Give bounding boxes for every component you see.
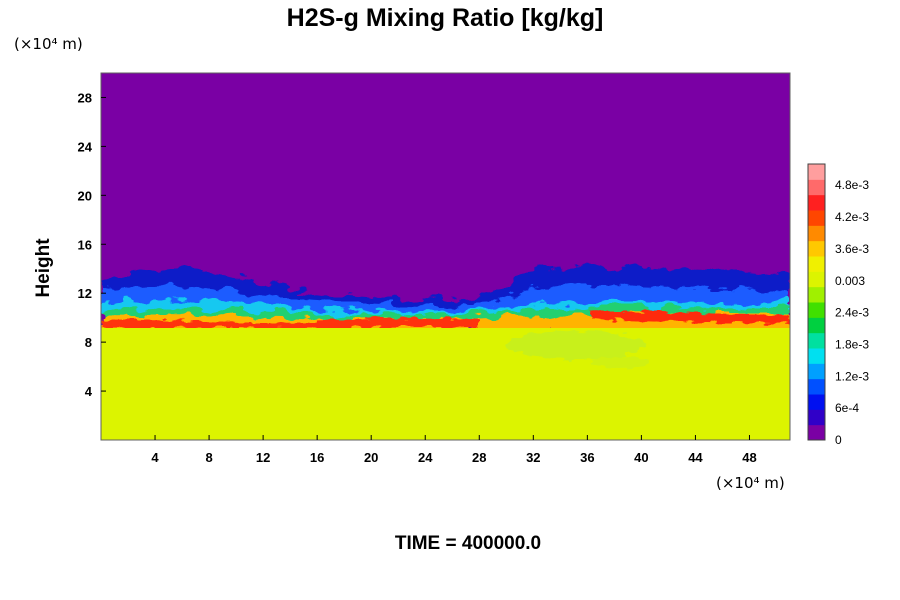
colorbar-segment <box>808 348 825 364</box>
colorbar-frame <box>807 163 826 441</box>
y-tick-label: 16 <box>78 237 92 252</box>
colorbar-segment <box>808 424 825 441</box>
colorbar-tick-label: 4.8e-3 <box>835 178 869 192</box>
y-tick-label: 20 <box>78 188 92 203</box>
colorbar-segment <box>808 286 825 303</box>
colorbar-tick-label: 2.4e-3 <box>835 306 869 320</box>
x-tick-label: 40 <box>634 450 648 465</box>
y-axis-ticks: 4 8 12 16 20 24 28 <box>78 90 106 399</box>
colorbar-tick-label: 4.2e-3 <box>835 210 869 224</box>
colorbar-segment <box>808 271 825 288</box>
field-red-streaks <box>101 311 790 329</box>
y-tick-label: 12 <box>78 286 92 301</box>
field-lower-layer <box>101 328 790 440</box>
colorbar-segment <box>808 179 825 196</box>
colorbar-segment <box>808 194 825 211</box>
y-tick-label: 28 <box>78 90 92 105</box>
colorbar-segment <box>808 363 825 380</box>
colorbar-tick-label: 1.2e-3 <box>835 369 869 383</box>
colorbar-segment <box>808 256 825 272</box>
x-tick-label: 36 <box>580 450 594 465</box>
colorbar-tick-label: 1.8e-3 <box>835 337 869 351</box>
colorbar-tick-label: 3.6e-3 <box>835 242 869 256</box>
colorbar-segment <box>808 317 825 334</box>
plot-frame <box>100 72 791 441</box>
y-tick-label: 8 <box>85 335 92 350</box>
y-tick-label: 4 <box>85 384 93 399</box>
x-tick-label: 20 <box>364 450 378 465</box>
y-tick-label: 24 <box>78 139 93 154</box>
x-tick-label: 44 <box>688 450 703 465</box>
colorbar <box>807 163 826 441</box>
x-tick-label: 48 <box>742 450 756 465</box>
colorbar-segment <box>808 409 825 426</box>
x-tick-label: 28 <box>472 450 486 465</box>
x-tick-label: 12 <box>256 450 270 465</box>
colorbar-segment <box>808 164 825 180</box>
x-axis-ticks: 4 8 12 16 20 24 28 32 36 40 44 48 <box>151 435 757 465</box>
colorbar-ticks: 0 6e-4 1.2e-3 1.8e-3 2.4e-3 0.003 3.6e-3 4.2e-3… <box>835 178 869 447</box>
y-axis-unit: (×10⁴ m) <box>14 35 83 53</box>
colorbar-tick-label: 6e-4 <box>835 401 859 415</box>
x-tick-label: 16 <box>310 450 324 465</box>
plot-area <box>101 73 790 440</box>
colorbar-tick-label: 0 <box>835 433 842 447</box>
colorbar-segment <box>808 302 825 318</box>
x-tick-label: 8 <box>205 450 212 465</box>
field-lower-texture <box>505 331 650 368</box>
x-axis-unit: (×10⁴ m) <box>716 474 785 492</box>
colorbar-segment <box>808 240 825 257</box>
colorbar-segment <box>808 225 825 242</box>
colorbar-segment <box>808 210 825 226</box>
time-label: TIME = 400000.0 <box>395 533 541 554</box>
colorbar-segment <box>808 378 825 395</box>
y-axis-label: Height <box>33 238 54 298</box>
x-tick-label: 4 <box>151 450 159 465</box>
x-tick-label: 24 <box>418 450 433 465</box>
colorbar-segment <box>808 332 825 349</box>
colorbar-tick-label: 0.003 <box>835 274 865 288</box>
x-tick-label: 32 <box>526 450 540 465</box>
chart-title: H2S-g Mixing Ratio [kg/kg] <box>287 4 604 32</box>
colorbar-segment <box>808 394 825 410</box>
